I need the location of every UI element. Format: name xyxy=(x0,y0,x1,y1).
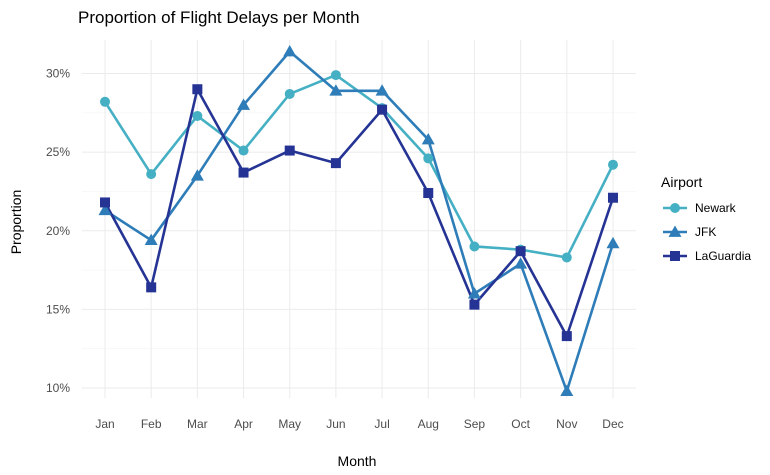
data-point-newark xyxy=(330,70,341,81)
x-tick-label: Jan xyxy=(95,417,114,431)
x-tick-label: Sep xyxy=(464,417,486,431)
x-tick-label: Mar xyxy=(187,417,208,431)
x-tick-label: Jul xyxy=(374,417,389,431)
y-tick-label: 15% xyxy=(46,302,70,316)
data-point-laguardia xyxy=(561,331,572,342)
data-point-laguardia xyxy=(423,188,434,199)
data-point-laguardia xyxy=(284,145,295,156)
y-tick-label: 10% xyxy=(46,381,70,395)
x-tick-label: Aug xyxy=(418,417,439,431)
data-point-jfk xyxy=(421,133,435,145)
data-point-jfk xyxy=(467,287,481,299)
data-point-jfk xyxy=(606,236,620,249)
data-point-laguardia xyxy=(607,192,618,203)
y-tick-label: 20% xyxy=(46,224,70,238)
data-point-newark xyxy=(146,169,157,180)
series-line-newark xyxy=(103,73,615,259)
data-point-newark xyxy=(238,145,249,156)
data-point-jfk xyxy=(283,44,297,57)
legend-key-marker-newark xyxy=(670,203,680,213)
data-point-newark xyxy=(423,153,434,164)
x-tick-label: Feb xyxy=(141,417,162,431)
series-lines xyxy=(103,50,615,393)
legend: Airport Newark JFK LaGuardia xyxy=(661,174,751,263)
data-point-laguardia xyxy=(192,84,203,95)
legend-label-laguardia: LaGuardia xyxy=(695,249,751,263)
legend-key-marker-laguardia xyxy=(670,251,680,261)
data-point-laguardia xyxy=(146,282,157,293)
series-line-jfk xyxy=(104,50,615,393)
data-point-jfk xyxy=(237,98,251,110)
legend-label-newark: Newark xyxy=(695,201,737,215)
data-point-jfk xyxy=(375,84,389,96)
major-gridlines xyxy=(82,40,636,398)
data-point-laguardia xyxy=(330,158,341,169)
y-tick-label: 25% xyxy=(46,145,70,159)
data-point-jfk xyxy=(514,257,528,269)
data-point-newark xyxy=(561,252,572,263)
legend-key-marker-jfk xyxy=(668,225,682,237)
legend-label-jfk: JFK xyxy=(695,225,716,239)
data-point-newark xyxy=(284,88,295,99)
y-axis-title: Proportion xyxy=(8,190,24,255)
data-point-newark xyxy=(100,96,110,107)
y-tick-label: 30% xyxy=(46,67,70,81)
x-tick-label: May xyxy=(278,417,301,431)
data-point-jfk xyxy=(329,84,343,96)
data-point-jfk xyxy=(560,384,574,397)
data-point-newark xyxy=(469,241,480,252)
data-point-newark xyxy=(192,110,203,121)
data-point-jfk xyxy=(98,203,112,216)
x-tick-label: Nov xyxy=(556,417,577,431)
data-point-laguardia xyxy=(100,197,110,208)
x-axis-ticks: Jan Feb Mar Apr May Jun Jul Aug Sep Oct Nov Dec xyxy=(95,417,623,431)
data-point-newark xyxy=(607,159,618,170)
chart-title: Proportion of Flight Delays per Month xyxy=(78,8,360,27)
data-point-jfk xyxy=(144,233,158,246)
x-axis-title: Month xyxy=(338,453,377,469)
data-point-laguardia xyxy=(515,246,526,257)
x-tick-label: Oct xyxy=(511,417,530,431)
y-axis-ticks: 10% 15% 20% 25% 30% xyxy=(46,67,70,396)
data-point-laguardia xyxy=(377,104,388,115)
data-point-laguardia xyxy=(469,299,480,310)
x-tick-label: Dec xyxy=(602,417,623,431)
data-point-laguardia xyxy=(238,167,249,178)
data-point-jfk xyxy=(190,169,204,181)
legend-title: Airport xyxy=(661,174,702,190)
series-markers xyxy=(98,44,620,397)
x-tick-label: Jun xyxy=(326,417,345,431)
series-line-laguardia xyxy=(103,87,615,338)
x-tick-label: Apr xyxy=(234,417,253,431)
